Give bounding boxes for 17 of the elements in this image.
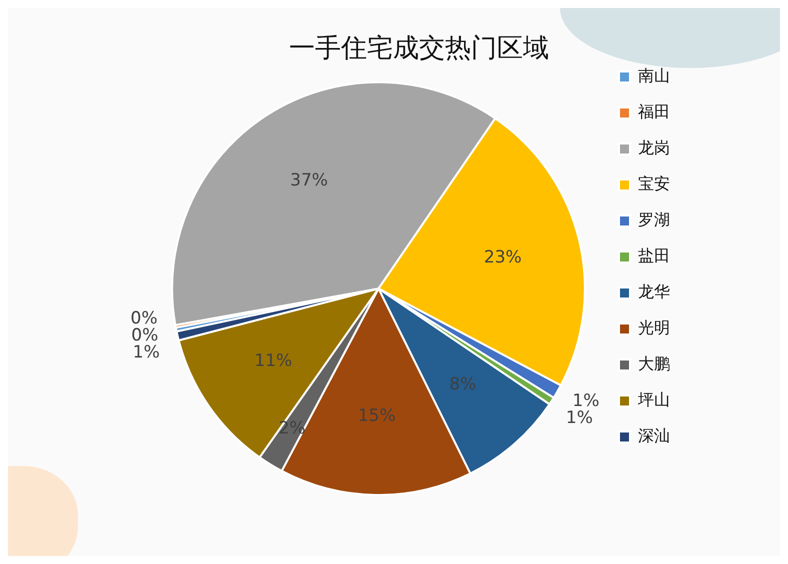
- chart-title: 一手住宅成交热门区域: [289, 33, 549, 64]
- legend-label: 福田: [638, 102, 670, 122]
- data-label: 8%: [449, 374, 476, 394]
- legend-label: 坪山: [637, 390, 670, 410]
- legend-label: 龙华: [638, 282, 670, 302]
- legend-label: 龙岗: [638, 138, 670, 158]
- data-label: 15%: [358, 406, 396, 426]
- data-label: 11%: [254, 350, 292, 371]
- data-label: 37%: [290, 170, 328, 191]
- legend-label: 宝安: [638, 174, 670, 194]
- legend-label: 光明: [638, 318, 670, 338]
- legend-label: 大鹏: [638, 354, 670, 374]
- legend-label: 南山: [638, 66, 670, 86]
- legend-label: 深汕: [638, 426, 670, 446]
- legend-label: 罗湖: [638, 210, 670, 230]
- legend-label: 盐田: [638, 246, 670, 266]
- data-label: 23%: [484, 247, 522, 268]
